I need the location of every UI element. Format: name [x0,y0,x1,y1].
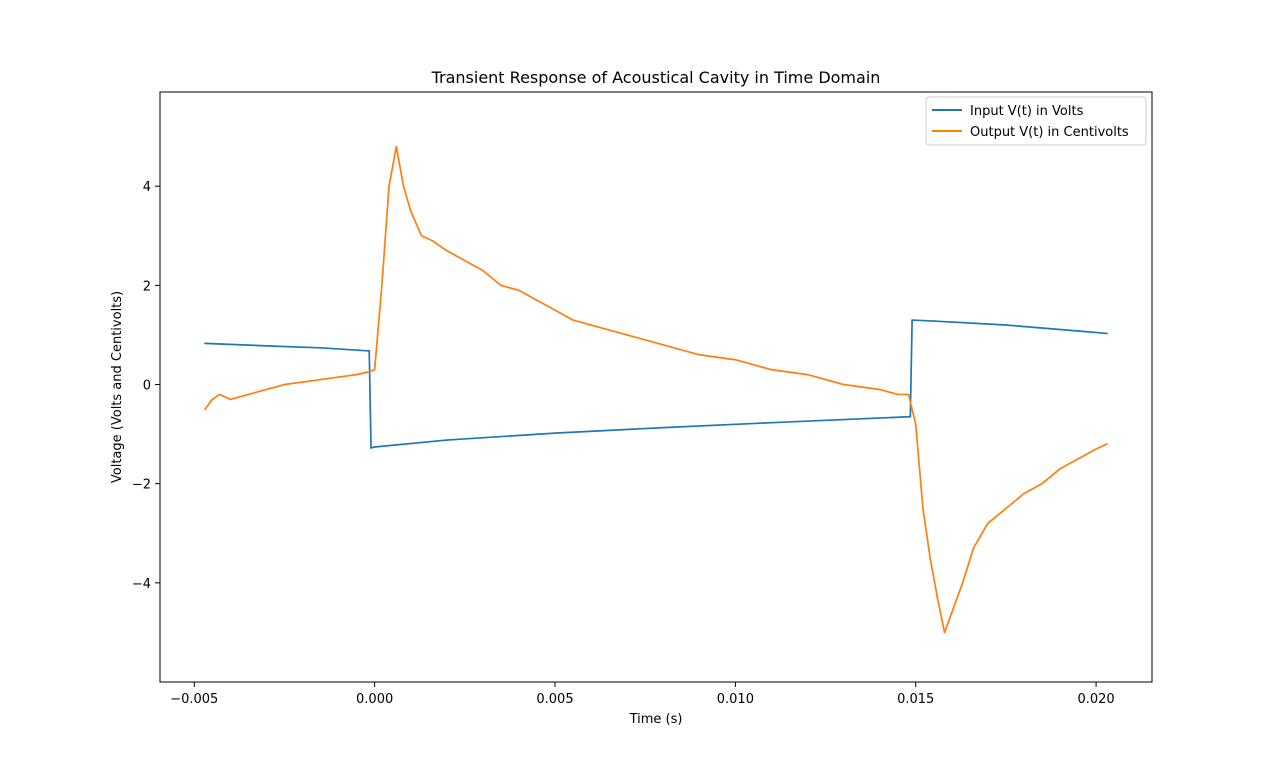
output-data-point [518,289,520,292]
input-data-point [662,426,665,429]
input-data-point [770,421,773,424]
output-data-point [409,210,412,212]
input-data-point [319,347,322,349]
output-data-point [914,423,917,425]
output-data-point [734,358,737,361]
output-data-point [929,557,931,559]
x-tick-label: 0.015 [897,692,934,707]
output-data-point [1023,492,1025,495]
input-data-point [1106,332,1108,335]
output-data-point [554,309,556,311]
output-data-point [1005,507,1007,510]
output-data-point [936,596,939,599]
output-data-point [229,398,232,401]
output-data-point [922,507,924,510]
output-data-point [373,368,376,371]
output-data-point [961,582,964,584]
output-data-point [806,373,809,376]
output-data-point [626,334,628,336]
input-data-point [204,342,206,345]
output-data-point [1041,482,1043,485]
output-data-point [395,145,398,148]
x-tick-label: 0.020 [1077,692,1114,707]
input-data-point [370,447,372,449]
x-tick-label: 0.010 [717,692,754,707]
output-data-point [366,371,369,373]
output-data-point [950,611,953,614]
x-axis-title: Time (s) [629,712,683,727]
x-tick-label: 0.000 [356,692,393,707]
output-data-point [590,324,592,326]
output-data-point [536,299,538,302]
legend-label-output: Output V(t) in Centivolts [970,125,1129,140]
output-data-point [943,631,946,634]
output-data-point [283,383,286,386]
legend-box [925,96,1147,146]
output-data-point [662,344,665,346]
output-data-point [265,388,268,391]
input-data-point [1077,330,1079,332]
legend-label-input: Input V(t) in Volts [970,104,1084,119]
output-data-point [355,373,358,376]
output-data-point [572,319,574,321]
output-data-point [907,393,910,396]
output-data-point [431,239,434,242]
output-data-point [842,383,845,386]
input-data-point [907,415,910,418]
input-data-point [909,415,912,418]
y-tick-label: 2 [143,279,151,294]
x-tick-label: 0.005 [536,692,573,707]
input-data-point [1005,324,1007,326]
output-data-point [1059,468,1061,470]
output-data-point [1095,448,1097,450]
output-data-point [247,393,250,396]
output-data-point [381,284,383,287]
output-data-point [482,269,484,272]
output-data-point [301,381,304,383]
y-tick-label: 0 [143,379,151,394]
output-data-point [464,259,466,262]
output-data-point [1106,443,1108,445]
output-data-point [878,388,881,391]
legend: Input V(t) in Volts Output V(t) in Centi… [925,96,1147,146]
output-data-point [987,522,989,525]
input-data-point [373,446,376,448]
series-layer [204,145,1108,634]
output-data-point [445,249,448,252]
output-data-point [402,185,405,188]
input-series-line [204,319,1108,449]
y-tick-label: −2 [132,478,151,493]
output-data-point [770,368,773,371]
input-data-point [554,432,556,434]
output-data-point [204,408,206,411]
output-data-point [972,547,975,549]
input-data-point [368,350,371,352]
plot-frame [159,91,1153,683]
y-axis: −4 −2 0 2 4 [132,180,160,592]
input-data-point [932,320,935,322]
output-data-point [319,378,322,381]
input-data-point [366,350,369,352]
output-data-point [896,393,899,396]
input-data-point [265,345,268,347]
input-data-point [445,439,448,441]
output-data-point [218,393,221,396]
y-tick-label: −4 [132,577,151,592]
output-data-point [698,353,701,356]
x-axis: −0.005 0.000 0.005 0.010 0.015 0.020 [170,682,1115,707]
output-data-point [211,398,214,401]
output-data-point [500,284,502,287]
y-tick-label: 4 [143,180,151,195]
output-data-point [337,376,340,378]
output-data-point [420,234,423,237]
y-axis-title: Voltage (Volts and Centivolts) [110,291,125,483]
x-tick-label: −0.005 [170,692,218,707]
output-data-point [1077,458,1079,460]
chart-title: Transient Response of Acoustical Cavity … [431,68,881,87]
output-data-point [388,185,390,188]
input-data-point [911,319,913,321]
